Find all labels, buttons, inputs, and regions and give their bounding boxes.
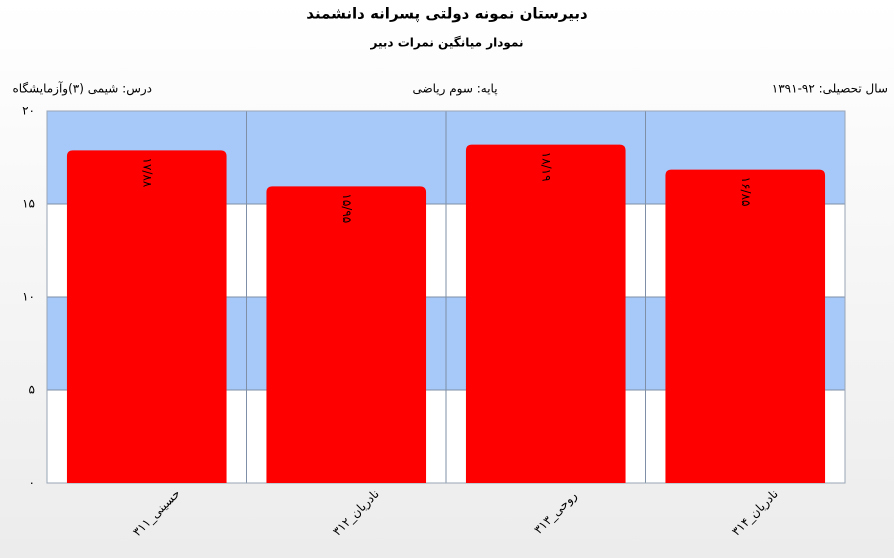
- y-tick-label: ۵: [29, 383, 35, 397]
- chart-title: دبیرستان نمونه دولتی پسرانه دانشمند: [306, 5, 588, 24]
- bar: [266, 186, 427, 483]
- value-label: ۱۶/۸۵: [739, 177, 753, 207]
- bar: [665, 169, 826, 483]
- x-tick-label: حسینی_۳۱۱: [130, 486, 183, 539]
- bar: [465, 144, 626, 483]
- y-tick-label: ۲۰: [22, 104, 35, 118]
- plot-frame: [46, 110, 846, 484]
- value-label: ۱۵/۹۵: [340, 193, 354, 223]
- y-tick-label: ۱۵: [22, 197, 35, 211]
- value-label: ۱۸/۱۹: [539, 152, 553, 182]
- year-label: سال تحصیلی: ۹۲-۱۳۹۱: [772, 82, 888, 96]
- value-label: ۱۷/۸۸: [140, 158, 154, 188]
- grade-label: پایه: سوم ریاضی: [412, 82, 497, 97]
- y-tick-label: ۰: [29, 476, 35, 490]
- x-tick-label: نادریان_۳۱۴: [729, 487, 782, 540]
- x-tick-label: نادریان_۳۱۲: [330, 487, 383, 540]
- bar: [66, 150, 227, 483]
- x-tick-label: روحی_۳۱۳: [531, 488, 580, 537]
- course-label: درس: شیمی (۳)وآزمایشگاه: [12, 81, 152, 97]
- chart-subtitle: نمودار میانگین نمرات دبیر: [369, 36, 523, 51]
- y-tick-label: ۱۰: [22, 290, 35, 304]
